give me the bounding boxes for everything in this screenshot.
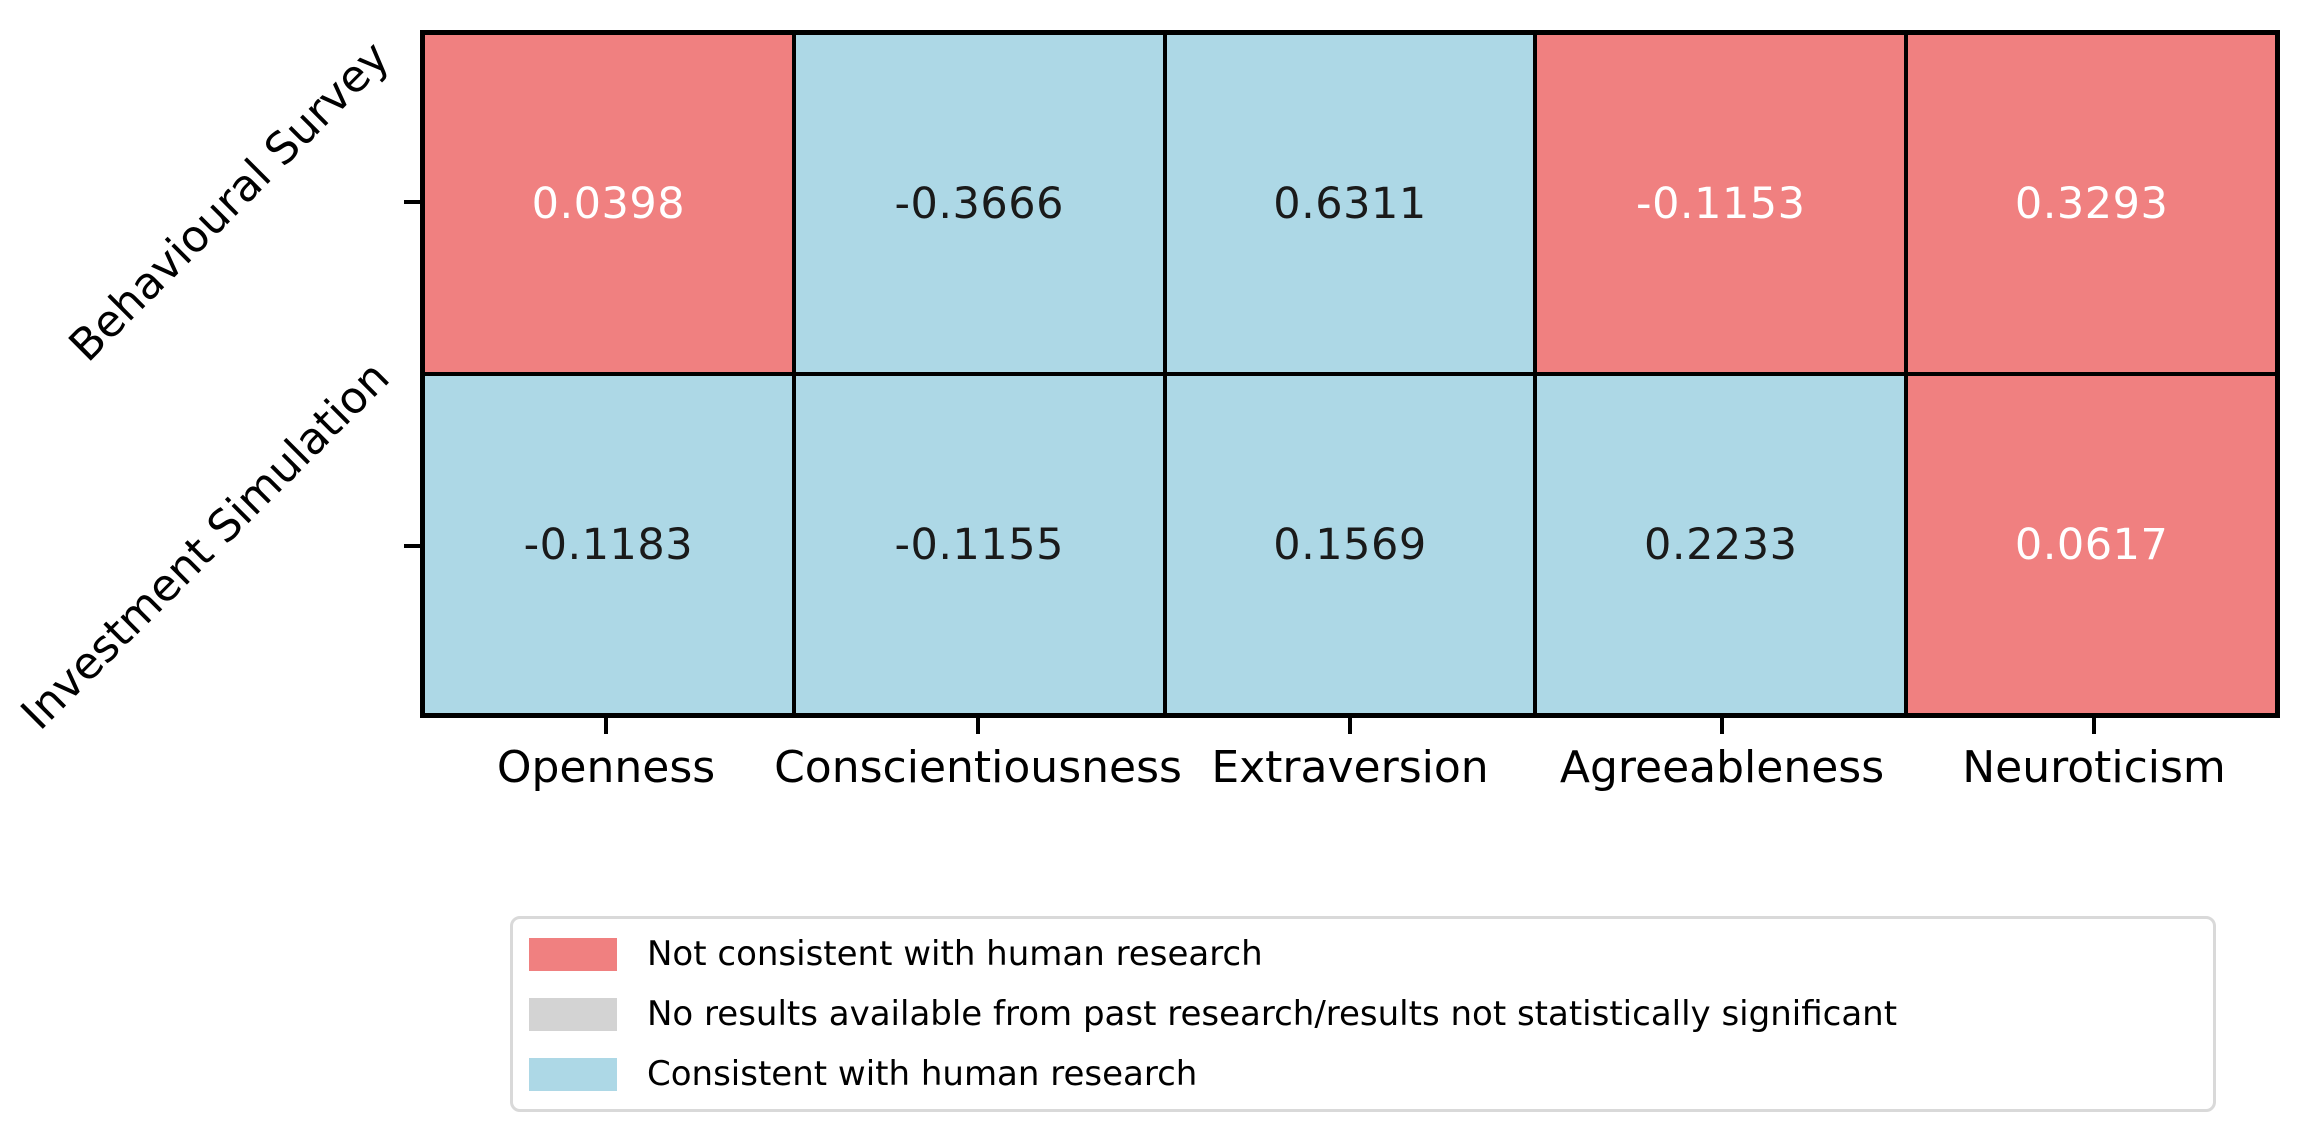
heatmap-cell-behavioural-survey-neuroticism: 0.3293 (1906, 33, 2277, 374)
x-axis-label-neuroticism: Neuroticism (1962, 742, 2226, 793)
legend: Not consistent with human research No res… (510, 916, 2216, 1112)
heatmap-cell-investment-simulation-neuroticism: 0.0617 (1906, 374, 2277, 715)
y-tick-behavioural-survey (404, 200, 420, 204)
legend-label-no-results: No results available from past research/… (647, 994, 1898, 1034)
x-axis-label-conscientiousness: Conscientiousness (774, 742, 1182, 793)
heatmap-cell-investment-simulation-openness: -0.1183 (423, 374, 794, 715)
heatmap-cell-behavioural-survey-extraversion: 0.6311 (1164, 33, 1536, 374)
x-tick-openness (604, 718, 608, 734)
x-axis-label-openness: Openness (496, 742, 716, 793)
legend-row-consistent: Consistent with human research (529, 1044, 2213, 1104)
heatmap-cell-behavioural-survey-conscientiousness: -0.3666 (793, 33, 1165, 374)
legend-swatch-consistent (529, 1057, 617, 1091)
legend-label-not-consistent: Not consistent with human research (647, 934, 1263, 974)
legend-label-consistent: Consistent with human research (647, 1054, 1198, 1094)
heatmap-cell-investment-simulation-extraversion: 0.1569 (1164, 374, 1536, 715)
x-tick-agreeableness (1720, 718, 1724, 734)
y-axis-label-behavioural-survey: Behavioural Survey (59, 31, 400, 372)
legend-row-not-consistent: Not consistent with human research (529, 924, 2213, 984)
legend-swatch-no-results (529, 997, 617, 1031)
x-tick-extraversion (1348, 718, 1352, 734)
legend-swatch-not-consistent (529, 937, 617, 971)
heatmap-grid: 0.0398 -0.3666 0.6311 -0.1153 0.3293 -0.1183-… (420, 30, 2280, 718)
heatmap-cell-behavioural-survey-agreeableness: -0.1153 (1535, 33, 1907, 374)
heatmap-cell-behavioural-survey-openness: 0.0398 (423, 33, 794, 374)
heatmap-cell-investment-simulation-agreeableness: 0.2233 (1535, 374, 1907, 715)
x-tick-conscientiousness (976, 718, 980, 734)
x-axis-label-agreeableness: Agreeableness (1559, 742, 1885, 793)
heatmap-cell-investment-simulation-conscientiousness: -0.1155 (793, 374, 1165, 715)
y-tick-investment-simulation (404, 544, 420, 548)
x-tick-neuroticism (2092, 718, 2096, 734)
x-axis-label-extraversion: Extraversion (1211, 742, 1489, 793)
legend-row-no-results: No results available from past research/… (529, 984, 2213, 1044)
y-axis-label-investment-simulation: Investment Simulation (11, 351, 400, 740)
